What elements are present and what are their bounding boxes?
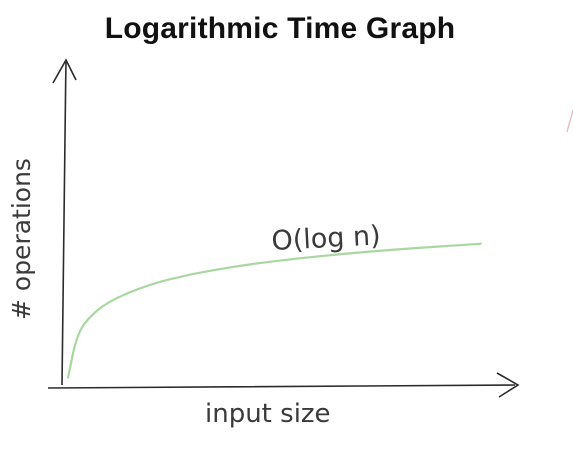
- x-axis: [47, 384, 516, 389]
- edge-stroke-mark: [566, 110, 573, 133]
- x-axis-label: input size: [205, 399, 331, 429]
- series-label: O(log n): [271, 220, 382, 257]
- series-line-o-log-n: [67, 242, 482, 379]
- y-axis-label: # operations: [7, 158, 36, 320]
- x-axis-arrowhead: [496, 372, 520, 398]
- y-axis: [61, 61, 67, 386]
- chart-title: Logarithmic Time Graph: [104, 12, 456, 45]
- y-axis-arrowhead: [52, 58, 77, 84]
